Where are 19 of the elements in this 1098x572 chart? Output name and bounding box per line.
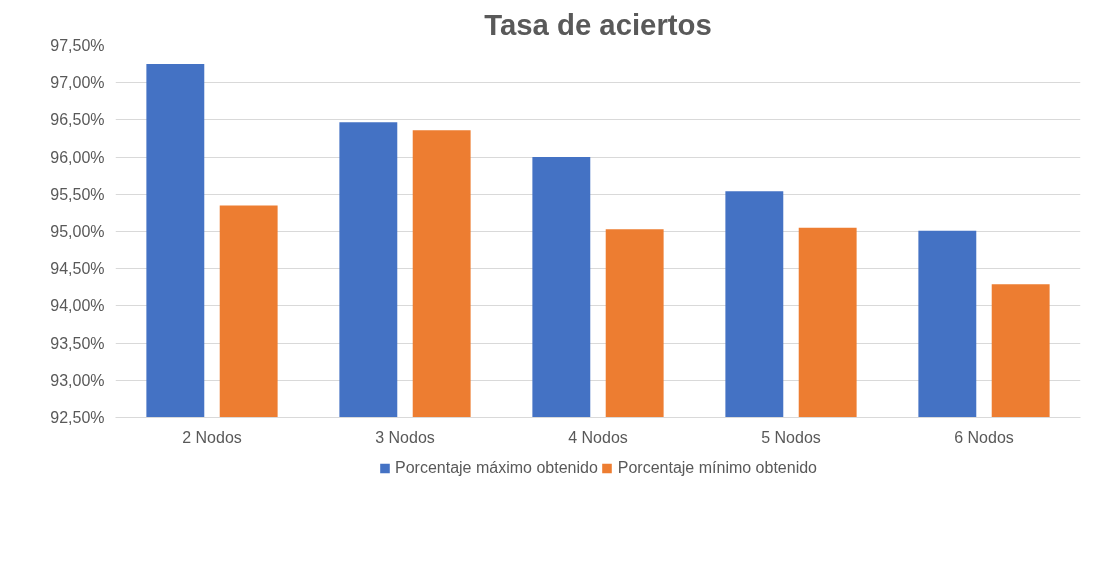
x-tick-label: 4 Nodos xyxy=(568,428,628,446)
legend-label: Porcentaje mínimo obtenido xyxy=(617,459,818,477)
y-tick-label: 97,00% xyxy=(50,74,105,92)
y-tick-label: 95,50% xyxy=(50,185,105,203)
x-tick-label: 2 Nodos xyxy=(182,428,242,446)
x-tick-label: 3 Nodos xyxy=(375,428,435,446)
x-tick-label: 5 Nodos xyxy=(761,428,821,446)
x-tick-label: 6 Nodos xyxy=(954,428,1014,446)
legend-label: Porcentaje máximo obtenido xyxy=(394,459,598,477)
y-tick-label: 93,50% xyxy=(50,334,105,352)
y-tick-label: 93,00% xyxy=(50,371,105,389)
y-tick-label: 97,50% xyxy=(50,37,105,54)
y-tick-label: 95,00% xyxy=(50,223,105,240)
y-tick-label: 94,00% xyxy=(50,297,105,315)
y-tick-label: 96,50% xyxy=(50,111,105,129)
y-tick-label: 96,00% xyxy=(50,148,105,166)
chart-title: Tasa de aciertos xyxy=(484,7,712,41)
y-tick-label: 94,50% xyxy=(50,260,105,278)
y-tick-label: 92,50% xyxy=(50,409,105,426)
